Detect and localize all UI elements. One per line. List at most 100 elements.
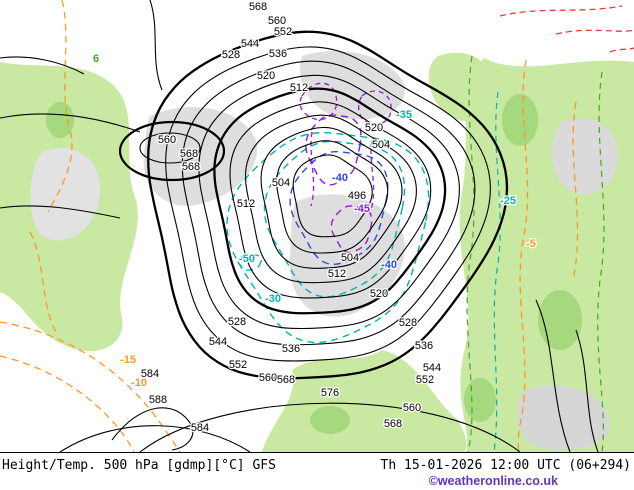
contour-label: -40 — [332, 172, 348, 184]
contour-label: 568 — [249, 1, 267, 13]
contour-label: -40 — [381, 259, 397, 271]
height-contour-528 — [229, 101, 432, 299]
height-contours — [147, 30, 509, 380]
height-open-contour — [535, 299, 571, 452]
height-contour-536 — [213, 87, 447, 315]
credit-link[interactable]: ©weatheronline.co.uk — [428, 474, 558, 488]
vegetation-patch — [464, 378, 496, 422]
contour-label: 552 — [274, 26, 292, 38]
temp-contour--45 — [305, 114, 362, 186]
temp-contour-red — [609, 47, 634, 53]
contour-label: 544 — [241, 38, 259, 50]
contour-label: 544 — [209, 336, 227, 348]
vegetation-patch — [538, 290, 582, 350]
product-title: Height/Temp. 500 hPa [gdmp][°C] GFS — [2, 458, 276, 473]
contour-label: -25 — [500, 195, 516, 207]
contour-label: -10 — [131, 377, 147, 389]
terrain-area — [551, 118, 619, 195]
height-contour-560 — [165, 46, 491, 362]
contour-label: 512 — [237, 198, 255, 210]
contour-label: 568 — [277, 374, 295, 386]
contour-label: 6 — [93, 53, 99, 65]
contour-label: -30 — [265, 293, 281, 305]
contour-label: 528 — [399, 317, 417, 329]
height-open-contour — [111, 407, 194, 451]
contour-label: 496 — [348, 190, 366, 202]
height-open-contour — [139, 402, 521, 452]
contour-label: 568 — [182, 161, 200, 173]
contour-label: 520 — [257, 70, 275, 82]
contour-label: 552 — [416, 374, 434, 386]
height-contour-552 — [181, 60, 476, 346]
temp-contour-red — [555, 29, 634, 35]
temp-contour-orange — [0, 355, 135, 452]
contour-label: 520 — [365, 122, 383, 134]
contour-label: 584 — [191, 422, 209, 434]
temp-contour-orange — [0, 321, 181, 452]
height-open-contour — [59, 425, 251, 452]
terrain-area — [143, 107, 258, 206]
contour-label: -5 — [526, 238, 536, 250]
contour-label: 528 — [222, 49, 240, 61]
contour-label: 588 — [149, 394, 167, 406]
temp-contour--40 — [289, 150, 389, 266]
height-open-contour — [0, 113, 141, 133]
contour-label: 568 — [384, 418, 402, 430]
temp-contour-orange — [517, 59, 529, 452]
height-contour-512 — [260, 126, 403, 269]
contour-label: -35 — [396, 109, 412, 121]
temp-contour-orange — [572, 101, 579, 281]
height-contour-520 — [244, 114, 417, 284]
contour-label: -15 — [120, 354, 136, 366]
vegetation-patch — [310, 406, 350, 434]
contour-label: 584 — [141, 368, 159, 380]
contour-label: 576 — [321, 387, 339, 399]
temp-contour--45 — [330, 205, 373, 254]
contour-label: 560 — [259, 372, 277, 384]
caption-bar: Height/Temp. 500 hPa [gdmp][°C] GFS Th 1… — [0, 452, 634, 490]
height-contour-568 — [147, 30, 509, 380]
terrain-area — [30, 148, 101, 241]
vegetation-patch — [46, 102, 74, 138]
terrain-area — [517, 385, 611, 450]
height-contour-544 — [198, 74, 460, 330]
contour-label: 536 — [282, 343, 300, 355]
contour-label: 536 — [269, 48, 287, 60]
height-open-contour — [0, 56, 85, 75]
temp-contour-cyan — [493, 91, 501, 452]
contour-label: -45 — [354, 203, 370, 215]
contour-label: 504 — [272, 177, 290, 189]
temp-contour-purple — [310, 131, 315, 207]
contour-label: 520 — [370, 288, 388, 300]
temp-contour--30 — [226, 131, 430, 344]
vegetation-patch — [502, 94, 538, 146]
contour-label: 504 — [372, 139, 390, 151]
contour-label: 512 — [290, 82, 308, 94]
height-contour-496 — [292, 154, 373, 238]
contour-label: -50 — [239, 253, 255, 265]
contour-label: 504 — [341, 252, 359, 264]
contour-label: 560 — [403, 402, 421, 414]
contour-label: 512 — [328, 268, 346, 280]
edge-height-contours — [0, 0, 599, 452]
valid-time: Th 15-01-2026 12:00 UTC (06+294) — [380, 458, 631, 473]
temp-contour-green — [466, 55, 475, 452]
map-area: 568 560 552 544 528 536 520 512 560 568 568 520 504 4… — [0, 0, 634, 452]
temp-contour-green — [597, 71, 605, 452]
contour-label: 528 — [228, 316, 246, 328]
height-open-contour — [149, 0, 163, 91]
height-open-contour — [575, 329, 599, 452]
secondary-low-outer — [118, 120, 226, 182]
height-contour-504 — [276, 140, 389, 254]
land-area — [428, 52, 494, 122]
height-open-contour — [0, 205, 121, 219]
temp-contour-red — [499, 5, 623, 17]
contour-label: 560 — [268, 15, 286, 27]
terrain-area — [289, 194, 405, 317]
edge-temp-contours — [0, 0, 634, 452]
temp-contour-purple — [370, 139, 375, 211]
contour-label: 536 — [415, 340, 433, 352]
